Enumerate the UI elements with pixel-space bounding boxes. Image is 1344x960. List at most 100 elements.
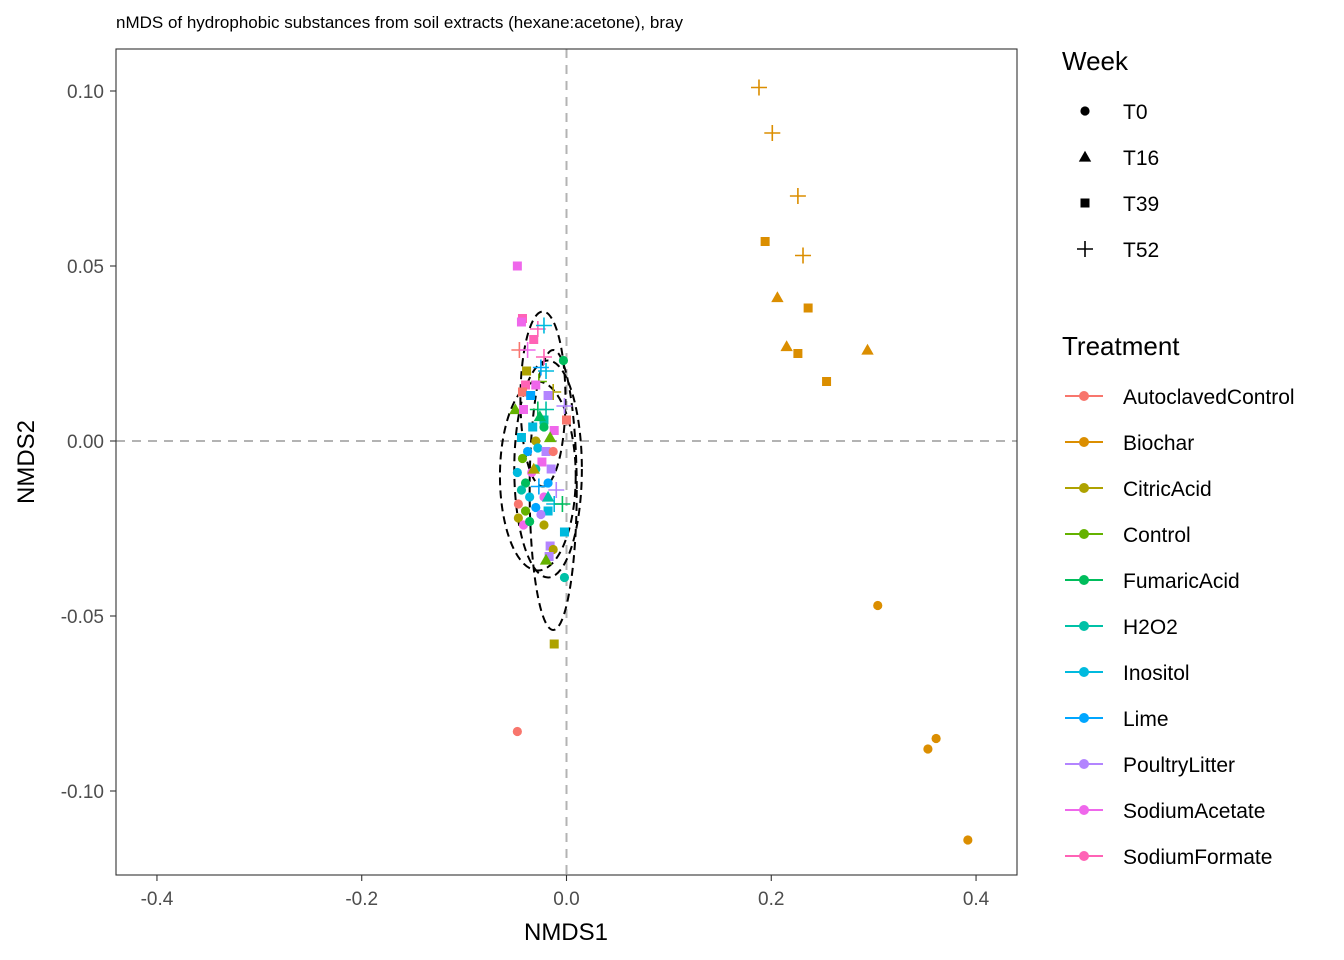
data-point: [520, 478, 531, 488]
data-point: [822, 377, 832, 386]
legend-label-biochar: Biochar: [1123, 432, 1194, 455]
data-point: [771, 291, 784, 303]
data-point: [554, 496, 571, 512]
legend-key-t39: [1080, 198, 1090, 208]
data-point: [548, 446, 558, 457]
data-point: [531, 436, 541, 446]
data-point: [873, 600, 883, 611]
data-point: [559, 572, 570, 583]
data-point: [531, 502, 541, 513]
data-point: [548, 544, 558, 555]
x-tick-label: -0.2: [345, 889, 378, 910]
data-point: [764, 125, 781, 141]
legend-label-t52: T52: [1123, 239, 1159, 262]
data-point: [517, 387, 527, 397]
data-point: [559, 527, 569, 537]
legend-key-lime: [1079, 713, 1089, 723]
legend-key-poultrylitter: [1079, 759, 1089, 769]
y-axis-title: NMDS2: [13, 420, 40, 504]
data-point: [513, 499, 523, 509]
legend-key-t16: [1078, 150, 1092, 162]
treatment-legend: Treatment AutoclavedControl Biochar Citric…: [1062, 331, 1295, 869]
data-point: [538, 401, 555, 418]
data-point: [750, 79, 767, 96]
data-point: [562, 415, 571, 425]
data-point: [533, 443, 543, 453]
legend-label-control: Control: [1123, 524, 1191, 547]
data-point: [780, 340, 793, 352]
y-tick-label: -0.05: [61, 607, 104, 628]
data-point: [512, 726, 522, 737]
x-axis: -0.4 -0.2 0.0 0.2 0.4: [141, 875, 990, 910]
data-point: [543, 431, 557, 443]
legend-key-t52: [1077, 241, 1093, 257]
reference-lines: [116, 49, 1017, 875]
data-point: [963, 835, 973, 845]
legend-label-sodiumacetate: SodiumAcetate: [1123, 800, 1265, 823]
data-point: [509, 403, 522, 415]
data-point: [541, 447, 551, 456]
data-points: [509, 79, 973, 845]
data-point: [529, 335, 539, 344]
data-point: [549, 426, 559, 435]
legend-label-fumaricacid: FumaricAcid: [1123, 570, 1240, 593]
data-point: [516, 317, 526, 327]
data-point: [526, 391, 536, 400]
data-point: [789, 188, 806, 204]
data-point: [536, 509, 546, 520]
x-tick-label: 0.0: [553, 889, 579, 910]
data-point: [543, 478, 553, 488]
data-point: [543, 391, 553, 400]
legend-key-biochar: [1079, 437, 1089, 447]
data-point: [525, 516, 535, 527]
y-tick-label: 0.00: [67, 432, 104, 453]
data-point: [544, 552, 554, 561]
legend-key-autoclavedcontrol: [1079, 391, 1089, 401]
data-point: [516, 485, 527, 495]
data-point: [512, 467, 522, 478]
legend-key-citricacid: [1079, 483, 1089, 493]
x-tick-label: 0.4: [963, 889, 990, 910]
y-tick-label: 0.10: [67, 82, 104, 103]
data-point: [520, 506, 531, 516]
legend-key-t0: [1080, 106, 1090, 116]
data-point: [539, 422, 549, 432]
chart-title: nMDS of hydrophobic substances from soil…: [116, 13, 683, 32]
legend-key-inositol: [1079, 667, 1089, 677]
data-point: [549, 639, 559, 649]
legend-label-lime: Lime: [1123, 708, 1169, 731]
data-point: [760, 237, 770, 246]
data-point: [931, 733, 941, 744]
y-tick-label: 0.05: [67, 257, 104, 278]
data-point: [541, 490, 555, 502]
x-tick-label: 0.2: [758, 889, 784, 910]
data-point: [531, 380, 541, 390]
y-tick-label: -0.10: [61, 782, 104, 803]
legend-label-h2o2: H2O2: [1123, 616, 1178, 639]
data-point: [539, 520, 549, 530]
data-point: [533, 410, 547, 422]
data-point: [923, 744, 933, 754]
legend-label-citricacid: CitricAcid: [1123, 478, 1212, 501]
data-point: [543, 506, 553, 516]
treatment-legend-title: Treatment: [1062, 331, 1180, 361]
data-point: [539, 553, 553, 565]
data-point: [522, 446, 533, 457]
legend-label-poultrylitter: PoultryLitter: [1123, 754, 1235, 777]
data-point: [522, 366, 532, 376]
week-legend-title: Week: [1062, 46, 1129, 76]
legend-label-t16: T16: [1123, 147, 1159, 170]
legend-label-t0: T0: [1123, 101, 1148, 124]
confidence-ellipse: [528, 349, 578, 631]
data-point: [528, 422, 538, 432]
data-point: [535, 349, 552, 365]
data-point: [518, 405, 528, 414]
week-legend: Week T0 T16 T39 T52: [1062, 46, 1159, 262]
legend-key-sodiumacetate: [1079, 805, 1089, 815]
data-point: [525, 492, 535, 502]
data-point: [513, 513, 523, 523]
data-point: [545, 541, 555, 551]
data-point: [546, 464, 556, 474]
legend-label-t39: T39: [1123, 193, 1159, 216]
